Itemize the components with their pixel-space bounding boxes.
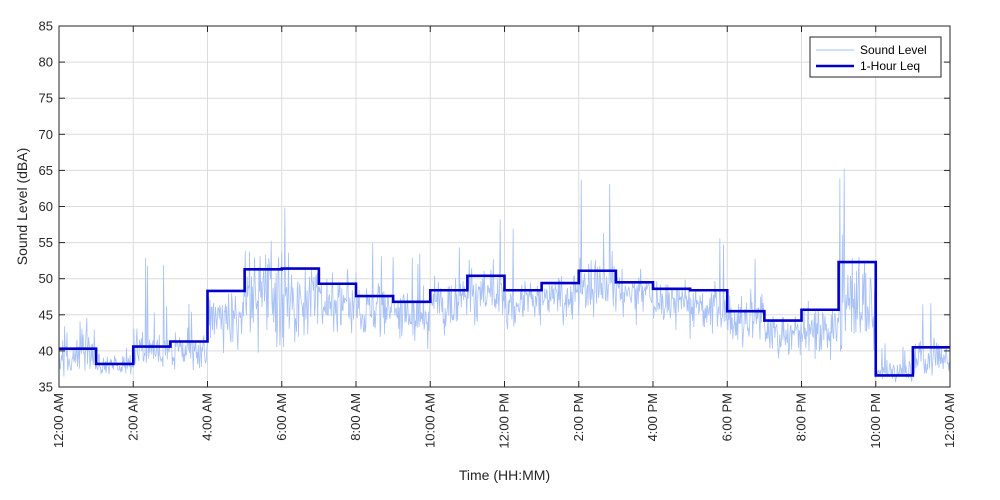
y-tick-label: 45	[39, 307, 53, 322]
x-tick-label: 2:00 AM	[125, 393, 140, 441]
y-axis-title: Sound Level (dBA)	[14, 148, 30, 266]
x-tick-label: 8:00 PM	[794, 393, 809, 441]
x-tick-label: 6:00 PM	[719, 393, 734, 441]
sound-level-line	[58, 168, 950, 383]
y-tick-label: 55	[39, 235, 53, 250]
y-tick-label: 50	[39, 271, 53, 286]
legend-box	[809, 36, 942, 78]
x-tick-label: 4:00 AM	[200, 393, 215, 441]
x-tick-label: 12:00 AM	[51, 393, 66, 448]
y-tick-label: 40	[39, 343, 53, 358]
x-tick-label: 12:00 AM	[942, 393, 957, 448]
leq-step-line	[59, 260, 950, 377]
y-tick-label: 85	[39, 19, 53, 34]
x-tick-label: 12:00 PM	[497, 393, 512, 449]
legend-sound-level-label: Sound Level	[860, 43, 927, 57]
y-tick-label: 70	[39, 127, 53, 142]
y-tick-label: 35	[39, 380, 53, 395]
x-tick-label: 2:00 PM	[571, 393, 586, 441]
y-axis-ticks: 35 40 45 50 55 60 65 70 75 80 85	[39, 19, 950, 395]
x-axis-title: Time (HH:MM)	[459, 467, 550, 483]
y-tick-label: 60	[39, 199, 53, 214]
x-tick-label: 10:00 PM	[868, 393, 883, 449]
x-tick-label: 4:00 PM	[645, 393, 660, 441]
y-tick-label: 65	[39, 163, 53, 178]
x-axis-ticks: 12:00 AM 2:00 AM 4:00 AM 6:00 AM 8:00 AM 10:0…	[51, 26, 957, 449]
y-tick-label: 80	[39, 55, 53, 70]
legend-leq-label: 1-Hour Leq	[860, 59, 920, 73]
x-tick-label: 8:00 AM	[348, 393, 363, 441]
x-tick-label: 10:00 AM	[422, 393, 437, 448]
x-tick-label: 6:00 AM	[274, 393, 289, 441]
plot-area	[58, 168, 950, 383]
y-tick-label: 75	[39, 91, 53, 106]
legend: Sound Level 1-Hour Leq	[809, 36, 942, 78]
